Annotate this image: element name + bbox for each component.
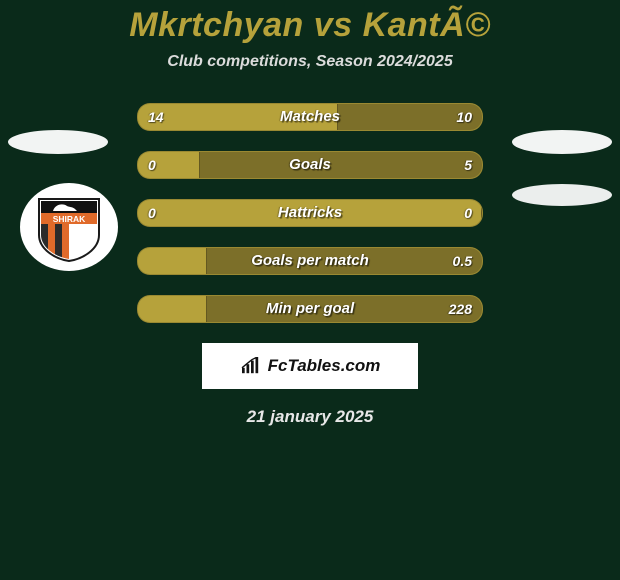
title-vs: vs	[314, 6, 353, 44]
stat-left-value: 14	[138, 104, 174, 130]
stat-bar: 228Min per goal	[137, 295, 483, 323]
stat-bar: 0.5Goals per match	[137, 247, 483, 275]
brand-box[interactable]: FcTables.com	[202, 343, 418, 389]
stat-left-value	[138, 248, 158, 274]
title-player-left: Mkrtchyan	[129, 6, 304, 44]
stat-bar: 1410Matches	[137, 103, 483, 131]
stat-left-value: 0	[138, 152, 166, 178]
stat-label: Hattricks	[138, 200, 482, 226]
stat-left-value: 0	[138, 200, 166, 226]
page-title: Mkrtchyan vs KantÃ©	[0, 6, 620, 45]
comparison-card: Mkrtchyan vs KantÃ© Club competitions, S…	[0, 6, 620, 580]
stat-bar: 0 0Hattricks	[137, 199, 483, 227]
footer-date: 21 january 2025	[0, 407, 620, 427]
stat-bar-right-fill	[199, 152, 482, 178]
stat-right-value: 0.5	[443, 248, 482, 274]
title-player-right: KantÃ©	[363, 6, 491, 44]
brand-label: FcTables.com	[268, 356, 381, 376]
stat-right-value: 5	[454, 152, 482, 178]
subtitle: Club competitions, Season 2024/2025	[0, 53, 620, 71]
stat-right-value: 228	[439, 296, 482, 322]
stat-right-value: 0	[454, 200, 482, 226]
stat-bars: 1410Matches05Goals00Hattricks0.5Goals pe…	[0, 103, 620, 323]
stat-bar-right-fill	[206, 248, 482, 274]
bar-chart-icon	[240, 357, 262, 375]
stat-bar: 05Goals	[137, 151, 483, 179]
stat-left-value	[138, 296, 158, 322]
stat-right-value: 10	[446, 104, 482, 130]
